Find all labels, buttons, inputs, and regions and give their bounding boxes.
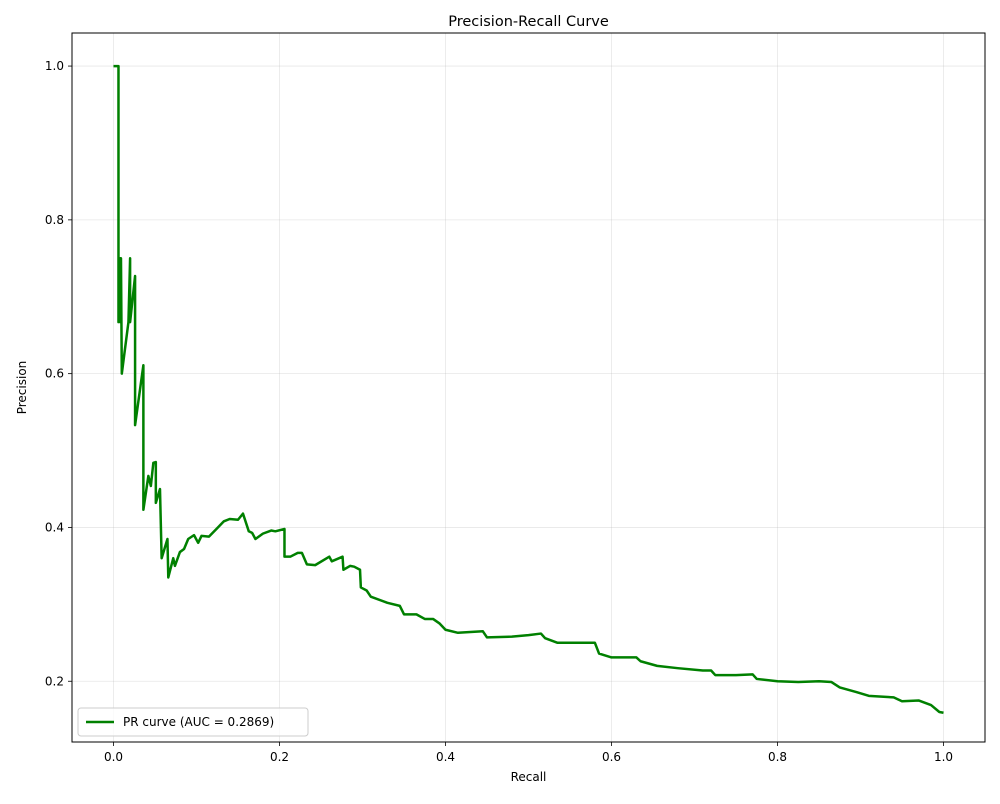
series-lines <box>113 64 944 715</box>
y-axis-label: Precision <box>15 361 29 415</box>
y-tick-label: 1.0 <box>45 59 64 73</box>
chart-title: Precision-Recall Curve <box>448 14 609 30</box>
x-tick-label: 1.0 <box>934 750 953 764</box>
x-tick-label: 0.2 <box>270 750 289 764</box>
grid <box>72 33 985 742</box>
legend: PR curve (AUC = 0.2869) <box>77 707 309 737</box>
legend-label-pr-curve: PR curve (AUC = 0.2869) <box>123 715 274 729</box>
y-tick-label: 0.4 <box>45 520 64 534</box>
x-axis-ticks: 0.0 0.2 0.4 0.6 0.8 1.0 <box>104 742 953 764</box>
x-tick-label: 0.8 <box>768 750 787 764</box>
y-axis-ticks: 0.2 0.4 0.6 0.8 1.0 <box>45 59 72 688</box>
y-tick-label: 0.2 <box>45 674 64 688</box>
x-tick-label: 0.6 <box>602 750 621 764</box>
x-tick-label: 0.4 <box>436 750 455 764</box>
y-tick-label: 0.8 <box>45 213 64 227</box>
series-line-pr-curve <box>113 64 944 715</box>
plot-area-frame <box>71 32 986 743</box>
x-tick-label: 0.0 <box>104 750 123 764</box>
legend-box <box>77 707 309 737</box>
y-tick-label: 0.6 <box>45 367 64 381</box>
x-axis-label: Recall <box>511 770 547 784</box>
